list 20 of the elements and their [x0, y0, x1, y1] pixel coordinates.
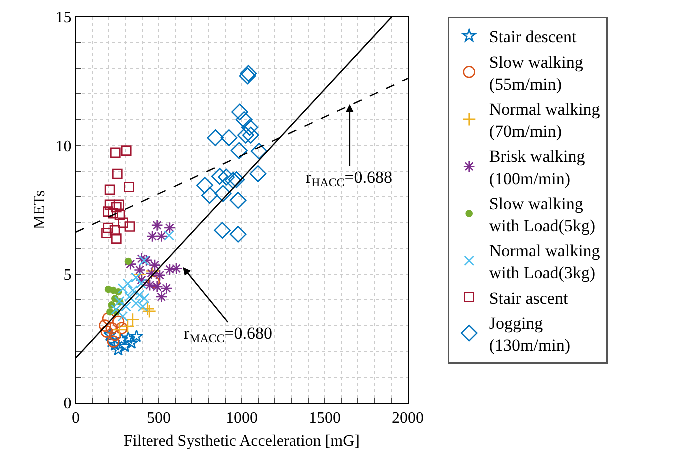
- x-tick-label: 1000: [226, 410, 258, 428]
- x-tick-label: 1500: [309, 410, 341, 428]
- annotation: r$_{MACC}$=0.680: [184, 324, 273, 346]
- x-axis-title: Filtered Systhetic Acceleration [mG]: [124, 432, 360, 450]
- y-tick-label: 15: [56, 10, 72, 27]
- legend-label: Stair descent: [489, 28, 577, 47]
- legend-label: Slow walking (55m/min): [489, 52, 584, 94]
- legend-label: Stair ascent: [489, 288, 568, 308]
- x-tick-label: 2000: [392, 410, 424, 428]
- y-axis-title: METs: [32, 190, 49, 230]
- legend-label: Jogging (130m/min): [489, 314, 571, 355]
- legend-label: Brisk walking (100m/min): [489, 147, 586, 188]
- y-tick-label: 10: [56, 138, 72, 156]
- legend-label: Slow walking with Load(5kg): [489, 194, 596, 236]
- annotation: r$_{HACC}$=0.688: [306, 168, 393, 190]
- legend-label: Normal walking with Load(3kg): [489, 242, 601, 283]
- x-tick-label: 500: [147, 410, 171, 428]
- legend-label: Normal walking (70m/min): [489, 100, 601, 142]
- y-tick-label: 5: [64, 266, 72, 284]
- y-tick-label: 0: [64, 396, 72, 413]
